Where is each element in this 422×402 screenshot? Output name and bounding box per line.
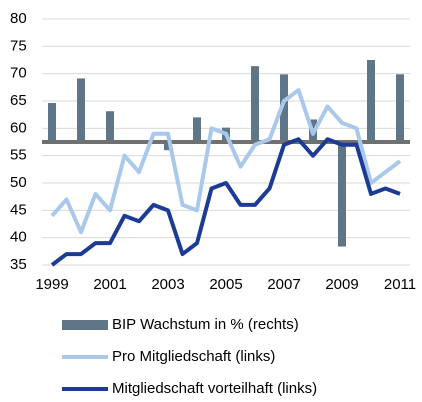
bar: [77, 78, 85, 142]
y-tick-label: 55: [10, 147, 27, 164]
bar: [251, 66, 259, 142]
bar: [48, 103, 56, 142]
bar: [164, 142, 172, 151]
y-tick-label: 50: [10, 174, 27, 191]
legend-swatch: [62, 320, 108, 330]
y-tick-label: 70: [10, 65, 27, 82]
x-tick-label: 1999: [35, 276, 68, 293]
y-tick-label: 80: [10, 10, 27, 27]
legend-label: Pro Mitgliedschaft (links): [112, 348, 275, 365]
legend-label: Mitgliedschaft vorteilhaft (links): [112, 380, 317, 397]
y-tick-label: 75: [10, 37, 27, 54]
x-tick-label: 2007: [267, 276, 300, 293]
bar: [106, 111, 114, 142]
x-tick-label: 2011: [384, 276, 416, 293]
bar: [193, 117, 201, 142]
y-tick-label: 65: [10, 92, 27, 109]
y-tick-label: 60: [10, 119, 27, 136]
bar: [367, 60, 375, 142]
bar: [396, 74, 404, 142]
legend-label: BIP Wachstum in % (rechts): [112, 316, 299, 333]
y-tick-label: 45: [10, 201, 27, 218]
line: [50, 137, 401, 267]
bar: [280, 74, 288, 142]
bar: [338, 142, 346, 247]
x-tick-label: 2009: [325, 276, 358, 293]
x-tick-label: 2001: [93, 276, 126, 293]
y-tick-label: 40: [10, 229, 27, 246]
y-tick-label: 35: [10, 256, 27, 273]
x-tick-label: 2005: [209, 276, 242, 293]
x-tick-label: 2003: [151, 276, 184, 293]
line: [50, 88, 402, 235]
